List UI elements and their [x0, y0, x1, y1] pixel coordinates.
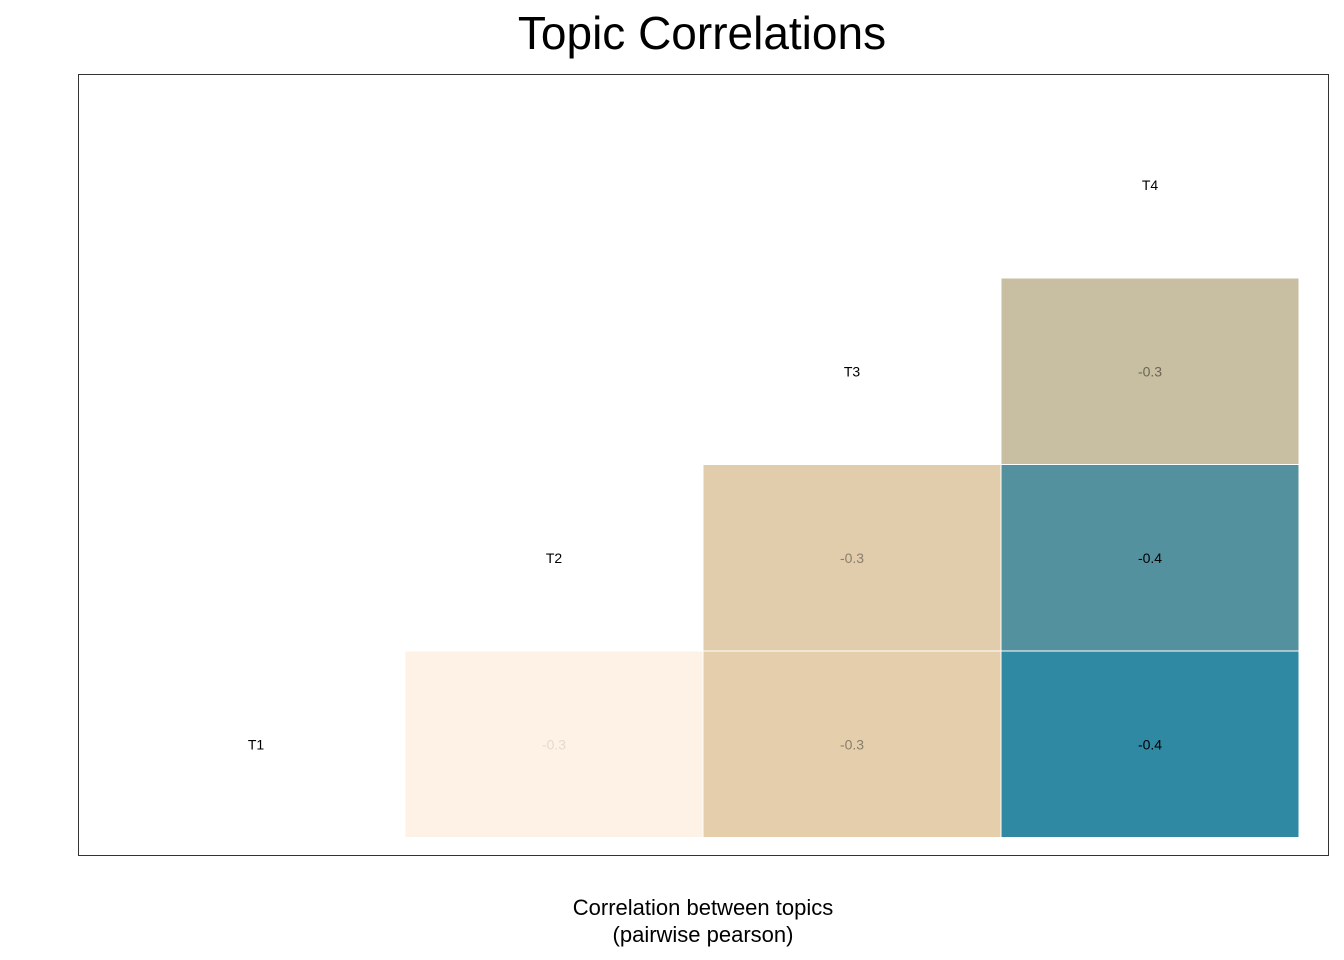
- heatmap-cell-t1-t3: -0.3: [702, 650, 1002, 838]
- heatmap-cell-rect: [1000, 650, 1300, 838]
- x-axis-label-line: (pairwise pearson): [613, 922, 794, 947]
- heatmap-cell-t2-t3: -0.3: [702, 464, 1002, 652]
- heatmap-cell-rect: [702, 464, 1002, 652]
- heatmap-cells: -0.3 -0.3 -0.4 -0.3 -0.4 -0.3: [404, 277, 1300, 838]
- heatmap-cell-value: -0.3: [1138, 363, 1162, 379]
- heatmap-cell-t3-t4: -0.3: [1000, 277, 1300, 465]
- chart-title: Topic Correlations: [518, 7, 886, 59]
- topic-label-t4: T4: [1142, 177, 1159, 193]
- topic-label-t2: T2: [546, 550, 563, 566]
- heatmap-cell-value: -0.3: [542, 736, 566, 752]
- topic-labels: T1 T2 T3 T4: [248, 177, 1159, 753]
- heatmap-cell-t1-t4: -0.4: [1000, 650, 1300, 838]
- heatmap-cell-value: -0.3: [840, 550, 864, 566]
- heatmap-cell-rect: [1000, 464, 1300, 652]
- heatmap-cell-t1-t2: -0.3: [404, 650, 704, 838]
- x-axis-label-line: Correlation between topics: [573, 895, 833, 920]
- topic-label-t3: T3: [844, 363, 861, 379]
- heatmap-cell-rect: [404, 650, 704, 838]
- heatmap-cell-value: -0.4: [1138, 550, 1162, 566]
- heatmap-cell-rect: [1000, 277, 1300, 465]
- x-axis-label: Correlation between topics (pairwise pear…: [573, 895, 833, 947]
- heatmap-cell-value: -0.4: [1138, 736, 1162, 752]
- heatmap-cell-t2-t4: -0.4: [1000, 464, 1300, 652]
- topic-label-t1: T1: [248, 736, 265, 752]
- heatmap-cell-value: -0.3: [840, 736, 864, 752]
